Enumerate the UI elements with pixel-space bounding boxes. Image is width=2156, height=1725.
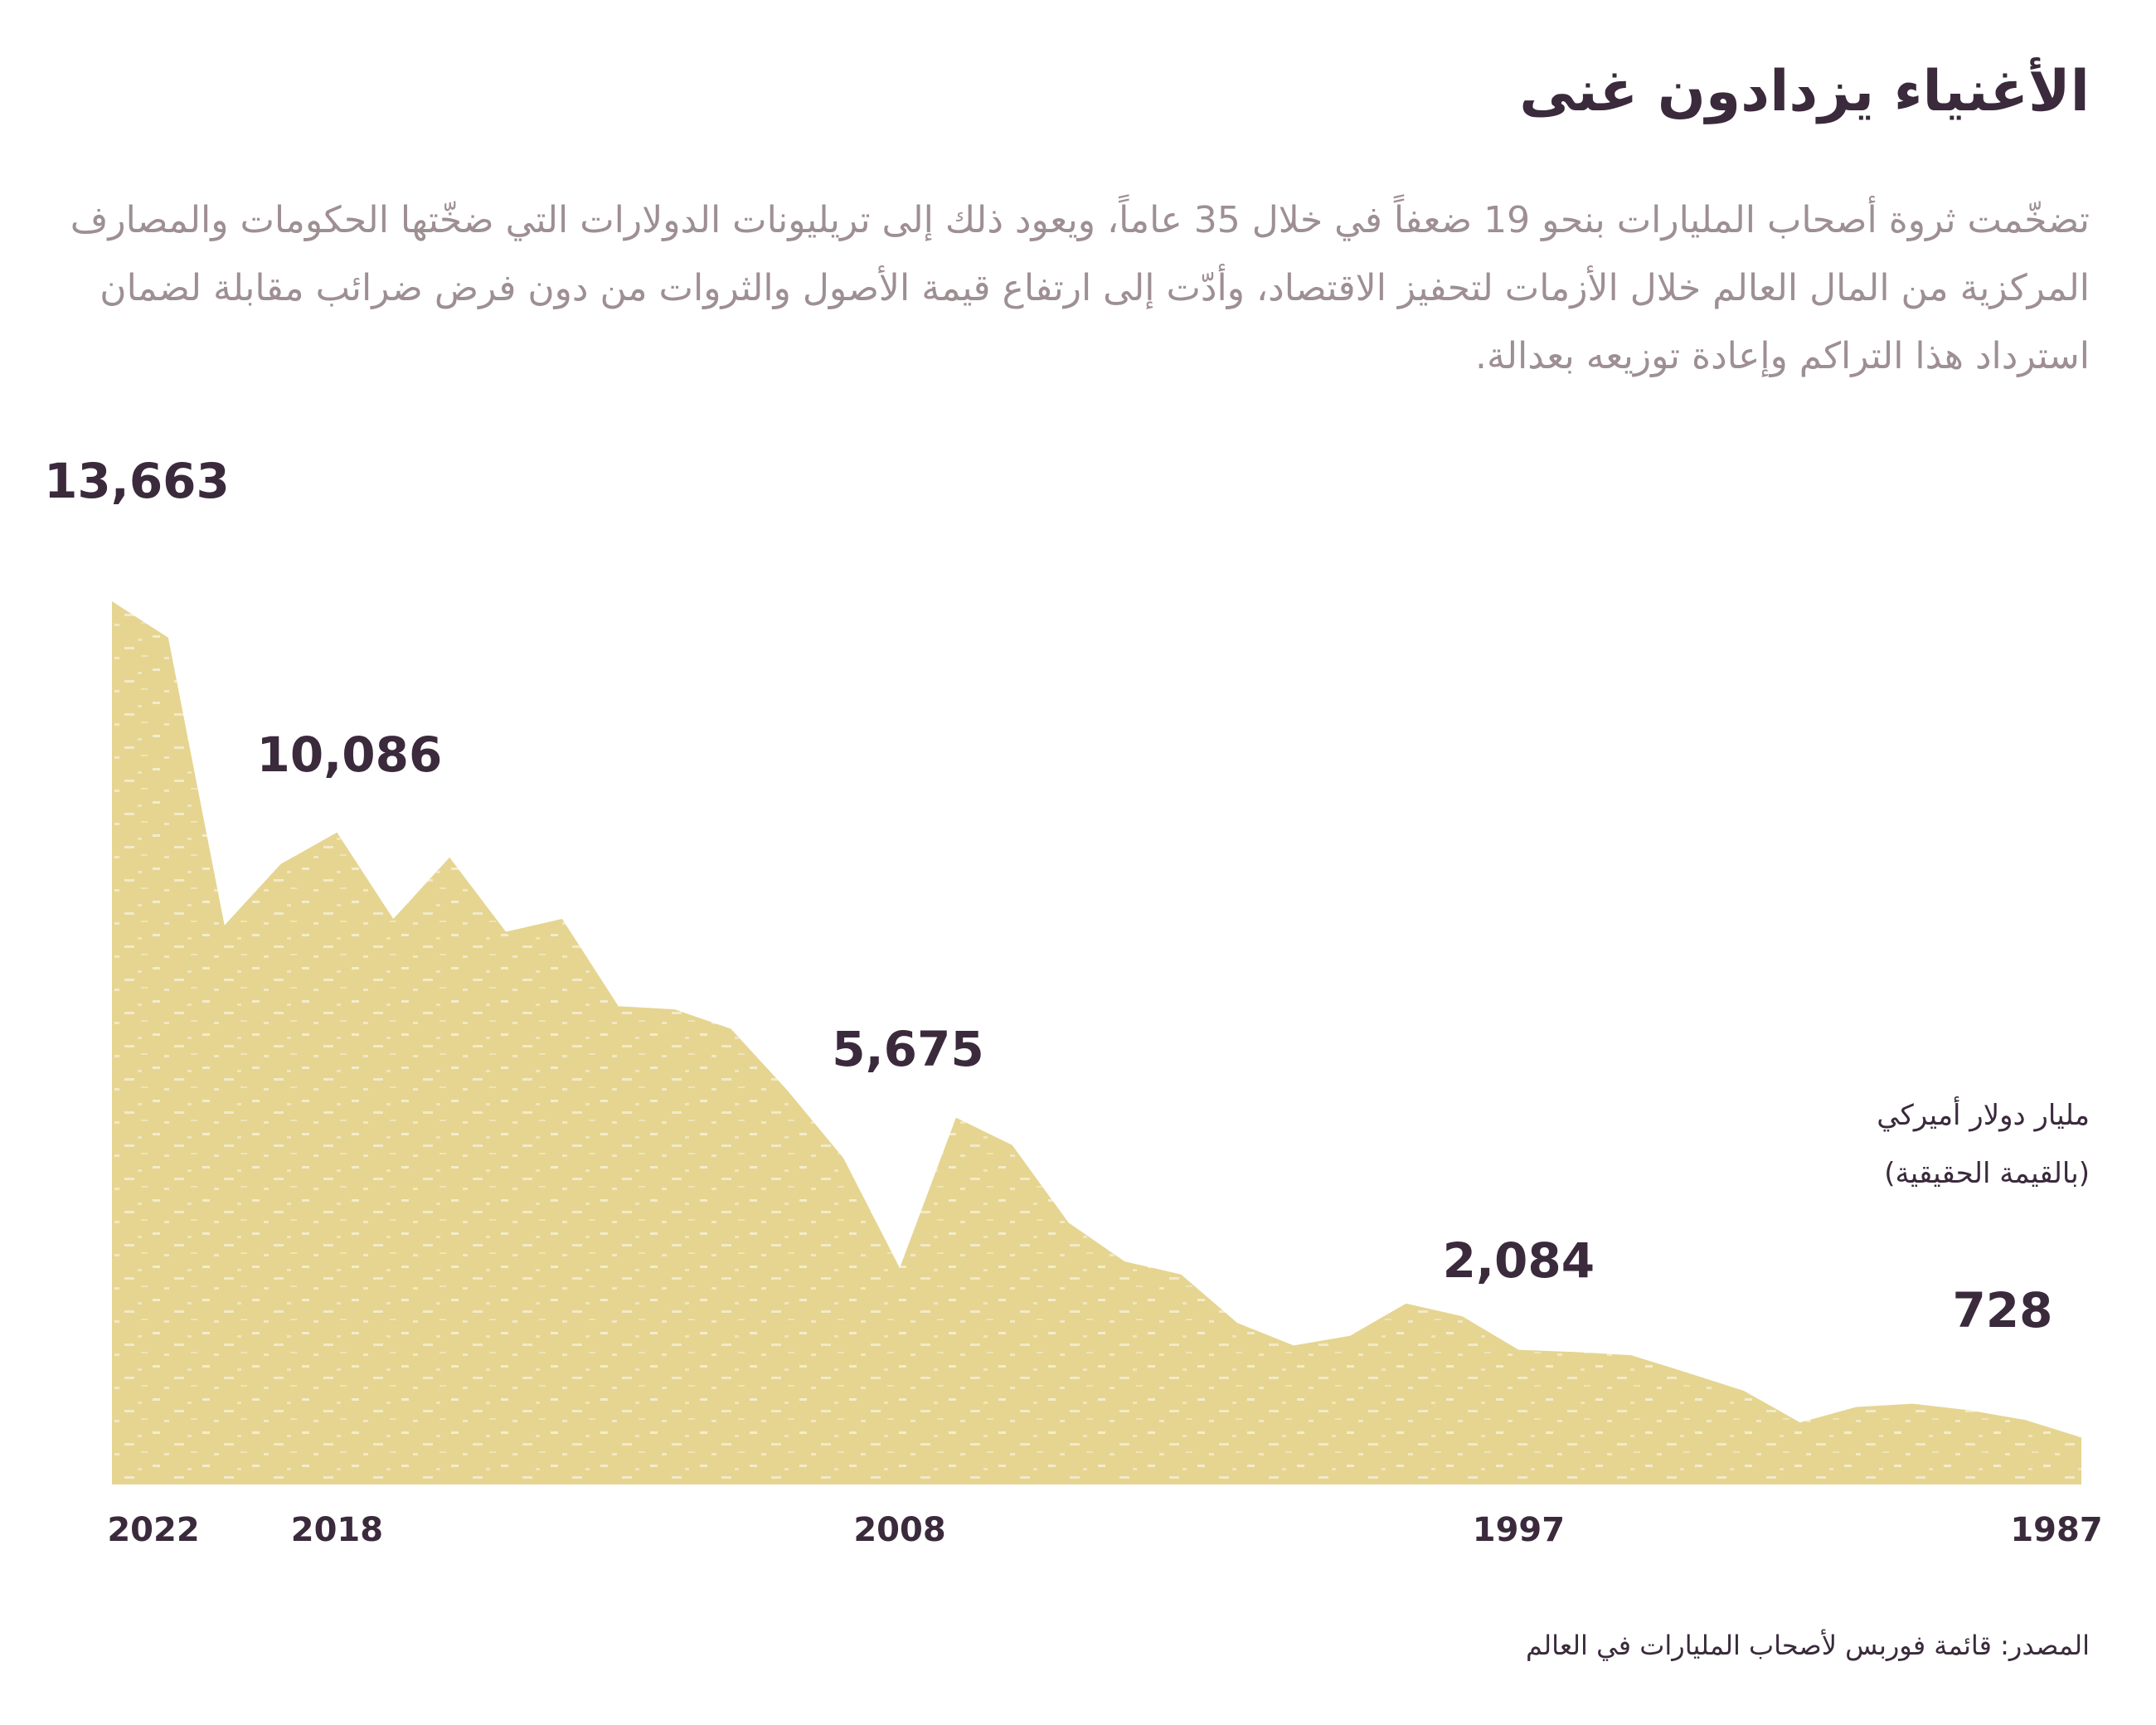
data-label-2018: 10,086: [256, 726, 442, 783]
chart-title: الأغنياء يزدادون غنى: [1519, 59, 2090, 124]
data-label-1987: 728: [1952, 1282, 2052, 1339]
value-labels: 728 2,084 5,675 10,086 13,663: [44, 453, 2052, 1339]
x-axis-tick-labels: 2022 2018 2008 1997 1987: [107, 1511, 2102, 1549]
unit-label: مليار دولار أميركي (بالقيمة الحقيقية): [1741, 1086, 2090, 1203]
source-note: المصدر: قائمة فوربس لأصحاب المليارات في …: [1526, 1630, 2090, 1661]
x-tick-label-2008: 2008: [853, 1511, 945, 1549]
area-texture: [112, 601, 2081, 1484]
data-label-1997: 2,084: [1443, 1232, 1595, 1289]
data-label-2008: 5,675: [832, 1021, 983, 1077]
x-tick-label-1987: 1987: [2010, 1511, 2102, 1549]
x-tick-label-2022: 2022: [107, 1511, 199, 1549]
x-tick-label-2018: 2018: [291, 1511, 383, 1549]
area-series: [112, 601, 2081, 1484]
x-tick-label-1997: 1997: [1473, 1511, 1565, 1549]
data-label-2022: 13,663: [44, 453, 230, 509]
unit-label-line-2: (بالقيمة الحقيقية): [1884, 1157, 2090, 1190]
chart-subtitle: تضخّمت ثروة أصحاب المليارات بنحو 19 ضعفا…: [70, 199, 2090, 377]
unit-label-line-1: مليار دولار أميركي: [1877, 1099, 2090, 1132]
